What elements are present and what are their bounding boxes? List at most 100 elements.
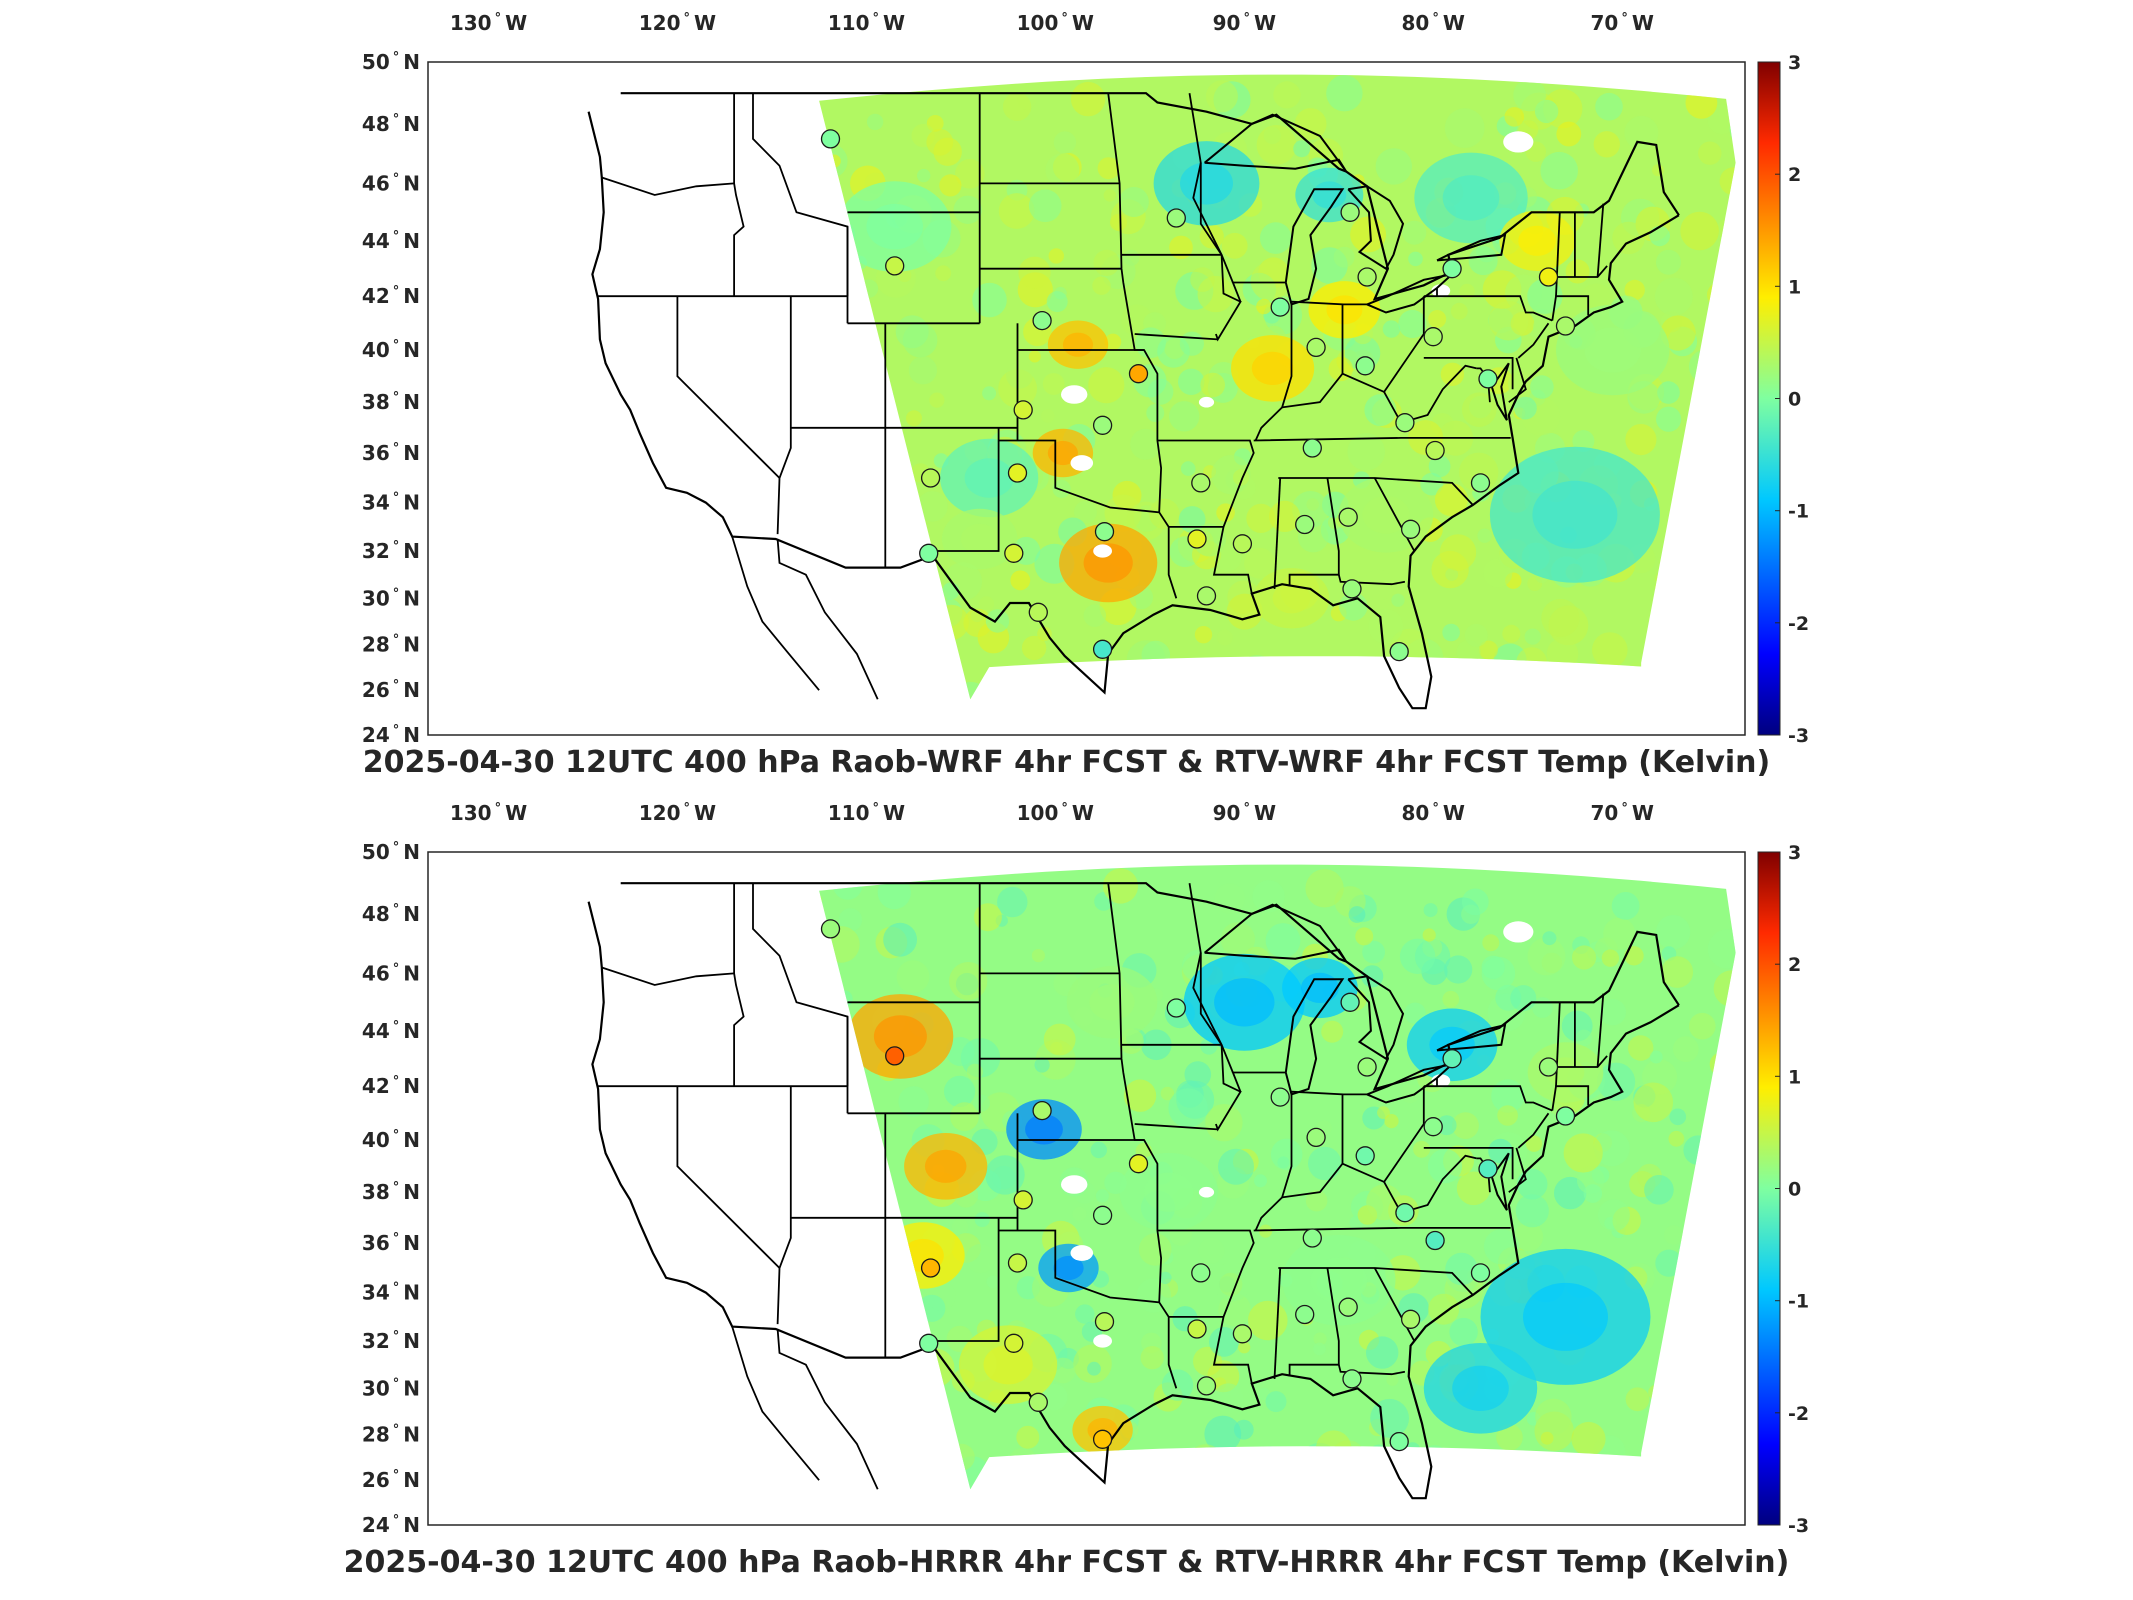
field-texture [1422, 928, 1436, 942]
field-gap [1198, 1186, 1215, 1198]
state-line [1508, 357, 1527, 403]
field-texture [1420, 472, 1444, 496]
state-line [1423, 1146, 1514, 1180]
field-texture [883, 922, 917, 957]
field-texture [1400, 1084, 1420, 1104]
lat-tick-label: 40 ° N [362, 1128, 420, 1152]
field-texture [1628, 1035, 1654, 1061]
field-texture [1123, 249, 1140, 266]
field-texture [1256, 124, 1297, 165]
field-texture [1326, 75, 1363, 112]
field-texture [1226, 593, 1263, 630]
field-texture [1028, 189, 1062, 223]
field-texture [1321, 1020, 1344, 1043]
panel-title: 2025-04-30 12UTC 400 hPa Raob-WRF 4hr FC… [362, 745, 1771, 780]
field-texture [1656, 406, 1682, 432]
raob-station-marker [1395, 413, 1415, 433]
raob-station-marker [1232, 1324, 1253, 1344]
field-texture [895, 315, 929, 349]
lat-tick-label: 36 ° N [362, 1231, 420, 1255]
raob-station-marker [1555, 316, 1576, 336]
field-texture [1070, 81, 1106, 117]
field-texture [1689, 1012, 1716, 1040]
field-texture [1136, 1278, 1172, 1313]
field-gap [1503, 921, 1534, 943]
state-line [733, 883, 745, 1087]
field-texture [1273, 81, 1301, 109]
field-texture [1530, 375, 1554, 399]
field-texture [1442, 990, 1460, 1008]
field-texture [982, 386, 997, 401]
field-texture [1002, 92, 1032, 121]
field-texture [1259, 222, 1292, 254]
colorbar-tick-label: 2 [1788, 954, 1801, 976]
colorbar: 3 2 1 0 -1 -2 -3 [1757, 842, 1809, 1537]
lake-shore [1284, 188, 1345, 306]
field-texture [1018, 256, 1051, 289]
raob-station-marker [1270, 297, 1290, 317]
field-texture [1052, 479, 1071, 498]
field-texture [1656, 249, 1681, 275]
state-line [1423, 356, 1514, 390]
raob-station-marker [1340, 992, 1360, 1012]
state-line [601, 176, 735, 196]
raob-station-marker [1232, 534, 1253, 554]
colorbar: 3 2 1 0 -1 -2 -3 [1757, 52, 1809, 747]
raob-station-marker [1295, 1304, 1315, 1325]
field-texture [1103, 189, 1117, 202]
field-texture [1593, 131, 1621, 158]
state-line [1134, 333, 1218, 341]
state-line [1188, 883, 1242, 1132]
lon-tick-label: 110 ° W [828, 801, 905, 825]
lat-tick-label: 32 ° N [362, 1329, 420, 1353]
field-texture [1205, 1104, 1243, 1142]
field-texture [1442, 623, 1460, 642]
field-texture [1461, 888, 1489, 916]
field-texture [1194, 626, 1213, 644]
field-texture [1661, 956, 1694, 988]
field-anomaly-core [1025, 1114, 1063, 1145]
field-texture [1256, 298, 1272, 315]
state-line [1273, 1267, 1282, 1379]
field-anomaly-core [866, 203, 923, 250]
field-anomaly-core [1089, 984, 1135, 1021]
field-texture [1428, 310, 1447, 328]
field-texture [1217, 629, 1233, 646]
field-texture [973, 903, 1002, 932]
field-anomaly-core [1362, 495, 1410, 534]
lat-tick-label: 50 ° N [362, 50, 420, 74]
field-texture [1444, 108, 1485, 148]
raob-station-marker [885, 1046, 905, 1066]
field-texture [1204, 1415, 1242, 1453]
field-texture [1456, 1171, 1491, 1206]
state-line [930, 427, 1000, 552]
raob-station-marker [1423, 1117, 1443, 1137]
raob-station-marker [1478, 1159, 1498, 1179]
field-texture [1293, 140, 1311, 158]
lat-tick-label: 34 ° N [362, 491, 420, 515]
lat-tick-label: 38 ° N [362, 390, 420, 414]
lat-tick-label: 24 ° N [362, 723, 420, 747]
lat-tick-label: 28 ° N [362, 633, 420, 657]
field-texture [1048, 248, 1065, 264]
lat-tick-label: 44 ° N [362, 229, 420, 253]
field-texture [1477, 528, 1492, 543]
field-gap [1070, 455, 1094, 471]
field-texture [1265, 1391, 1287, 1413]
field-texture [1540, 1431, 1554, 1445]
lat-tick-label: 24 ° N [362, 1513, 420, 1537]
raob-station-marker [1092, 1429, 1113, 1449]
field-texture [1452, 1112, 1479, 1139]
field-gap [1093, 1334, 1112, 1348]
field-texture [1042, 373, 1065, 395]
state-boundaries [587, 92, 1680, 710]
map-figure-hrrr: 130 ° W 120 ° W 110 ° W 100 ° W 90 ° W 80 ° W 70 ° W 50 ° N 48 °… [362, 801, 1809, 1537]
map-panel-wrf: 130 ° W 120 ° W 110 ° W 100 ° W 90 ° W 80 ° W 70 ° W 50 ° N 48 °… [362, 11, 1809, 780]
field-texture [1053, 131, 1077, 154]
field-texture [985, 1155, 1025, 1195]
field-texture [1541, 598, 1580, 638]
state-boundaries [587, 882, 1680, 1500]
field-texture [1362, 940, 1385, 964]
coastline [587, 901, 1680, 1500]
state-line [601, 966, 735, 986]
